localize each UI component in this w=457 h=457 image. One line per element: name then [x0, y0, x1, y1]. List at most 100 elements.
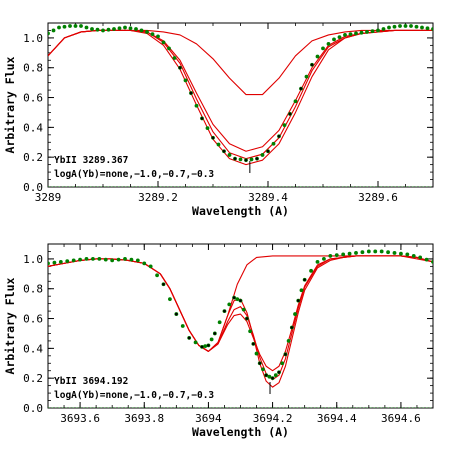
observed-point — [148, 264, 153, 269]
observed-point — [79, 24, 83, 28]
observed-point — [84, 25, 89, 30]
observed-point — [322, 257, 326, 261]
observed-core-point — [277, 370, 281, 374]
observed-point — [58, 259, 63, 264]
observed-point — [57, 25, 61, 30]
observed-core-point — [277, 135, 281, 138]
observed-point — [261, 367, 265, 372]
x-tick-label: 3289 — [35, 191, 62, 204]
model-curve-m0m7 — [48, 255, 433, 381]
observed-point — [315, 259, 320, 264]
observed-point — [431, 259, 433, 264]
observed-point — [418, 255, 423, 260]
observed-point — [110, 258, 115, 263]
observed-point — [309, 268, 313, 273]
observed-point — [65, 259, 70, 264]
abundance-annotation: logA(Yb)=none,−1.0,−0.7,−0.3 — [54, 169, 214, 180]
observed-core-point — [299, 87, 303, 90]
observed-point — [241, 307, 246, 312]
observed-point — [155, 273, 159, 278]
observed-point — [227, 153, 232, 157]
x-axis-title: Wavelength (A) — [192, 425, 289, 439]
x-tick-label: 3694.4 — [317, 412, 357, 425]
y-tick-label: 0.6 — [23, 313, 43, 326]
observed-point — [62, 24, 67, 29]
observed-point — [193, 340, 198, 345]
observed-point — [84, 257, 89, 261]
x-tick-label: 3289.4 — [248, 191, 288, 204]
observed-core-point — [175, 312, 178, 316]
y-axis-title: Arbitrary Flux — [3, 277, 17, 374]
observed-point — [73, 24, 78, 28]
observed-point — [398, 24, 402, 28]
observed-point — [315, 54, 320, 59]
observed-point — [360, 250, 365, 255]
observed-point — [134, 27, 138, 31]
observed-point — [161, 40, 166, 45]
observed-point — [112, 27, 116, 31]
observed-point — [271, 141, 276, 146]
observed-point — [150, 32, 155, 37]
observed-core-point — [290, 326, 294, 329]
observed-core-point — [288, 112, 292, 116]
y-tick-label: 0.4 — [23, 121, 43, 134]
observed-point — [411, 254, 416, 258]
observed-point — [183, 78, 188, 83]
observed-point — [282, 123, 287, 128]
observed-point — [209, 337, 214, 342]
observed-point — [135, 258, 140, 263]
observed-point — [267, 374, 272, 379]
observed-point — [299, 288, 304, 293]
observed-point — [321, 46, 325, 51]
observed-core-point — [200, 117, 204, 120]
observed-point — [386, 250, 390, 255]
x-axis-title: Wavelength (A) — [192, 204, 289, 218]
observed-point — [293, 312, 297, 316]
observed-core-point — [222, 149, 226, 153]
model-curve-none — [48, 255, 433, 352]
observed-point — [379, 249, 384, 254]
observed-core-point — [211, 136, 215, 140]
x-tick-label: 3289.2 — [138, 191, 178, 204]
observed-core-point — [252, 342, 255, 346]
y-tick-label: 0.0 — [23, 181, 43, 194]
observed-point — [156, 34, 160, 39]
observed-core-point — [266, 149, 270, 153]
model-curve-m0m3 — [48, 255, 433, 388]
observed-point — [91, 257, 95, 261]
observed-point — [347, 251, 352, 256]
observed-point — [431, 27, 433, 31]
observed-point — [227, 302, 232, 307]
observed-core-point — [264, 373, 268, 377]
observed-point — [273, 373, 278, 378]
observed-point — [116, 257, 121, 262]
y-tick-label: 0.4 — [23, 342, 43, 355]
observed-point — [205, 126, 210, 131]
observed-point — [217, 320, 222, 325]
observed-point — [128, 26, 133, 31]
x-tick-label: 3693.6 — [60, 412, 100, 425]
observed-point — [68, 24, 72, 28]
observed-point — [359, 30, 364, 35]
observed-point — [304, 74, 309, 79]
observed-point — [117, 26, 122, 31]
observed-core-point — [223, 309, 226, 313]
observed-point — [405, 252, 410, 257]
observed-point — [90, 27, 94, 31]
model-curve-m1m0 — [48, 255, 433, 372]
observed-core-point — [189, 91, 193, 95]
observed-core-point — [200, 345, 204, 349]
observed-point — [248, 329, 253, 334]
observed-point — [399, 251, 403, 256]
observed-point — [97, 257, 102, 261]
y-tick-label: 0.0 — [23, 402, 43, 415]
data-layer — [48, 249, 433, 408]
x-tick-label: 3694 — [195, 412, 222, 425]
chart-panel-2: 3693.6 3693.8 3694 3694.2 3694.4 3694.6 0.0 0.2… — [3, 243, 434, 439]
observed-point — [370, 29, 375, 34]
observed-point — [354, 31, 358, 36]
observed-point — [420, 25, 424, 30]
observed-core-point — [244, 158, 248, 162]
observed-point — [78, 257, 82, 262]
x-tick-label: 3694.2 — [253, 412, 293, 425]
